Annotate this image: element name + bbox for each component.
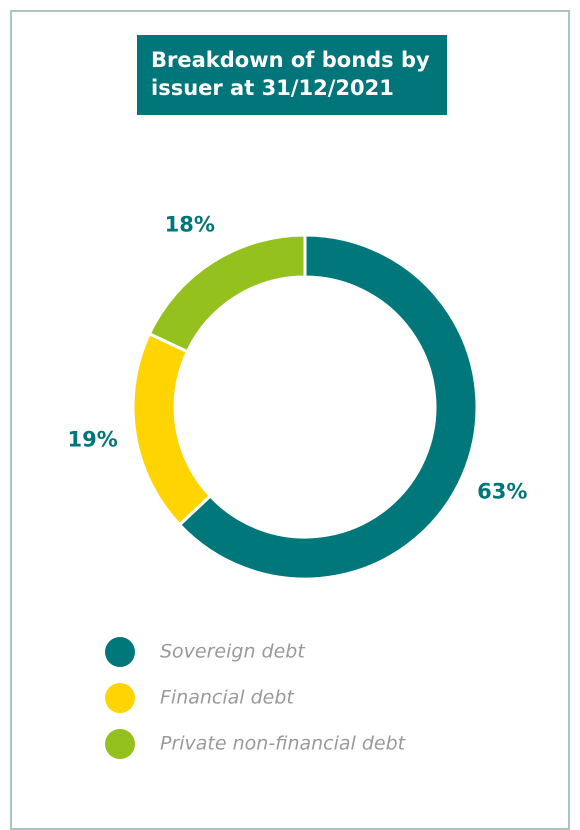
donut-segment [177,233,479,581]
data-label: 18% [165,212,215,236]
data-label: 63% [477,479,527,503]
legend-swatch [105,637,135,667]
legend-swatch [105,729,135,759]
legend-label: Financial debt [160,687,295,709]
donut-segment [131,331,213,527]
data-label: 19% [68,428,118,452]
chart-title: Breakdown of bonds by issuer at 31/12/20… [137,35,447,115]
legend-swatch [105,683,135,713]
legend-label: Private non-financial debt [160,733,407,755]
donut-segment [147,233,307,354]
legend-label: Sovereign debt [160,641,306,663]
